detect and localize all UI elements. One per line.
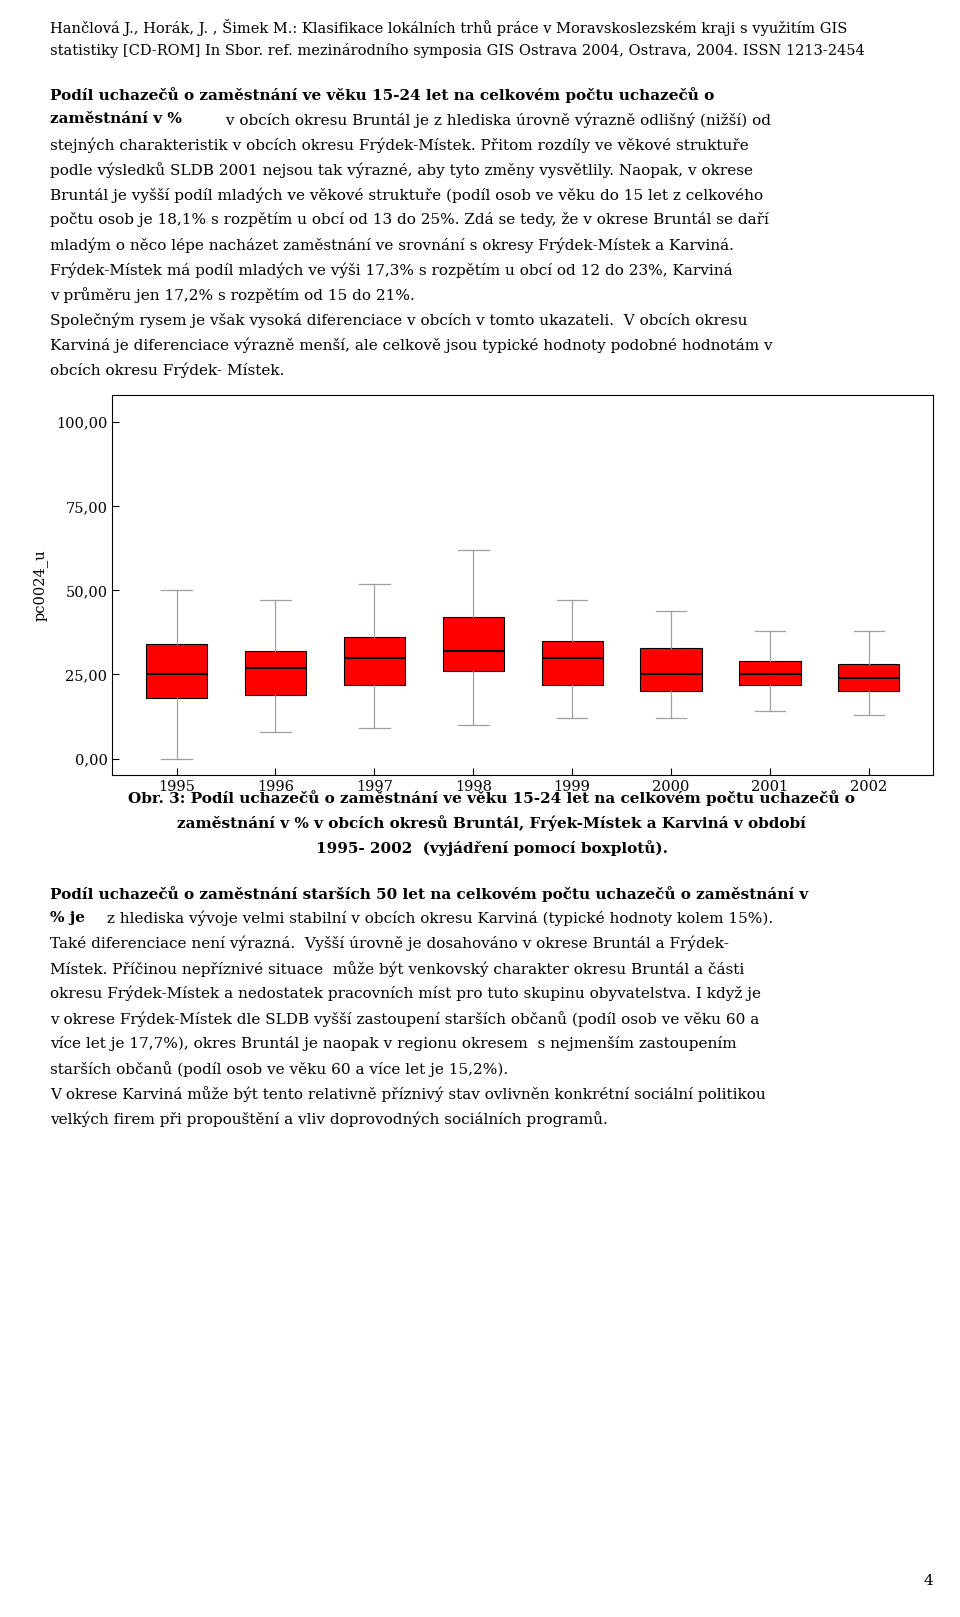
Text: mladým o něco lépe nacházet zaměstnání ve srovnání s okresy Frýdek-Místek a Karv: mladým o něco lépe nacházet zaměstnání v… — [50, 238, 733, 252]
PathPatch shape — [739, 661, 801, 684]
Text: Karviná je diferenciace výrazně menší, ale celkově jsou typické hodnoty podobné : Karviná je diferenciace výrazně menší, a… — [50, 338, 773, 353]
Text: Místek. Příčinou nepříznivé situace  může být venkovský charakter okresu Bruntál: Místek. Příčinou nepříznivé situace může… — [50, 960, 744, 977]
Text: Frýdek-Místek má podíl mladých ve výši 17,3% s rozpětím u obcí od 12 do 23%, Kar: Frýdek-Místek má podíl mladých ve výši 1… — [50, 262, 732, 278]
Text: v obcích okresu Bruntál je z hlediska úrovně výrazně odlišný (nižší) od: v obcích okresu Bruntál je z hlediska úr… — [221, 112, 771, 128]
Text: Bruntál je vyšší podíl mladých ve věkové struktuře (podíl osob ve věku do 15 let: Bruntál je vyšší podíl mladých ve věkové… — [50, 188, 763, 202]
PathPatch shape — [245, 652, 306, 695]
Text: obcích okresu Frýdek- Místek.: obcích okresu Frýdek- Místek. — [50, 362, 284, 378]
Text: V okrese Karviná může být tento relativně příznivý stav ovlivněn konkrétní sociá: V okrese Karviná může být tento relativn… — [50, 1087, 766, 1103]
Text: 4: 4 — [924, 1573, 933, 1588]
PathPatch shape — [838, 665, 900, 692]
Text: stejných charakteristik v obcích okresu Frýdek-Místek. Přitom rozdíly ve věkové : stejných charakteristik v obcích okresu … — [50, 137, 749, 152]
Text: okresu Frýdek-Místek a nedostatek pracovních míst pro tuto skupinu obyvatelstva.: okresu Frýdek-Místek a nedostatek pracov… — [50, 986, 761, 1001]
Text: v průměru jen 17,2% s rozpětím od 15 do 21%.: v průměru jen 17,2% s rozpětím od 15 do … — [50, 288, 415, 304]
Text: z hlediska vývoje velmi stabilní v obcích okresu Karviná (typické hodnoty kolem : z hlediska vývoje velmi stabilní v obcíc… — [102, 910, 773, 927]
PathPatch shape — [344, 637, 405, 684]
Text: % je: % je — [50, 910, 84, 925]
Text: zaměstnání v %: zaměstnání v % — [50, 112, 181, 126]
Y-axis label: pc0024_u: pc0024_u — [33, 550, 48, 621]
Text: v okrese Frýdek-Místek dle SLDB vyšší zastoupení starších občanů (podíl osob ve : v okrese Frýdek-Místek dle SLDB vyšší za… — [50, 1011, 759, 1027]
Text: starších občanů (podíl osob ve věku 60 a více let je 15,2%).: starších občanů (podíl osob ve věku 60 a… — [50, 1061, 508, 1077]
Text: 1995- 2002  (vyjádření pomocí boxplotů).: 1995- 2002 (vyjádření pomocí boxplotů). — [316, 841, 667, 857]
PathPatch shape — [146, 644, 207, 699]
PathPatch shape — [443, 618, 504, 671]
Text: podle výsledků SLDB 2001 nejsou tak výrazné, aby tyto změny vysvětlily. Naopak, : podle výsledků SLDB 2001 nejsou tak výra… — [50, 162, 753, 178]
Text: počtu osob je 18,1% s rozpětím u obcí od 13 do 25%. Zdá se tedy, že v okrese Bru: počtu osob je 18,1% s rozpětím u obcí od… — [50, 212, 769, 228]
PathPatch shape — [541, 640, 603, 684]
Text: zaměstnání v % v obcích okresů Bruntál, Frýek-Místek a Karviná v období: zaměstnání v % v obcích okresů Bruntál, … — [177, 815, 806, 831]
PathPatch shape — [640, 647, 702, 692]
Text: Společným rysem je však vysoká diferenciace v obcích v tomto ukazateli.  V obcíc: Společným rysem je však vysoká diferenci… — [50, 312, 748, 328]
Text: velkých firem při propouštění a vliv doprovodných sociálních programů.: velkých firem při propouštění a vliv dop… — [50, 1111, 608, 1127]
Text: statistiky [CD-ROM] In Sbor. ref. mezinárodního symposia GIS Ostrava 2004, Ostra: statistiky [CD-ROM] In Sbor. ref. meziná… — [50, 44, 865, 58]
Text: Podíl uchazečů o zaměstnání ve věku 15-24 let na celkovém počtu uchazečů o: Podíl uchazečů o zaměstnání ve věku 15-2… — [50, 87, 714, 103]
Text: více let je 17,7%), okres Bruntál je naopak v regionu okresem  s nejmenším zasto: více let je 17,7%), okres Bruntál je nao… — [50, 1036, 736, 1051]
Text: Také diferenciace není výrazná.  Vyšší úrovně je dosahováno v okrese Bruntál a F: Také diferenciace není výrazná. Vyšší úr… — [50, 936, 729, 951]
Text: Hančlová J., Horák, J. , Šimek M.: Klasifikace lokálních trhů práce v Moravskosl: Hančlová J., Horák, J. , Šimek M.: Klasi… — [50, 19, 848, 37]
Text: Obr. 3: Podíl uchazečů o zaměstnání ve věku 15-24 let na celkovém počtu uchazečů: Obr. 3: Podíl uchazečů o zaměstnání ve v… — [128, 791, 855, 807]
Text: Podíl uchazečů o zaměstnání starších 50 let na celkovém počtu uchazečů o zaměstn: Podíl uchazečů o zaměstnání starších 50 … — [50, 886, 808, 902]
